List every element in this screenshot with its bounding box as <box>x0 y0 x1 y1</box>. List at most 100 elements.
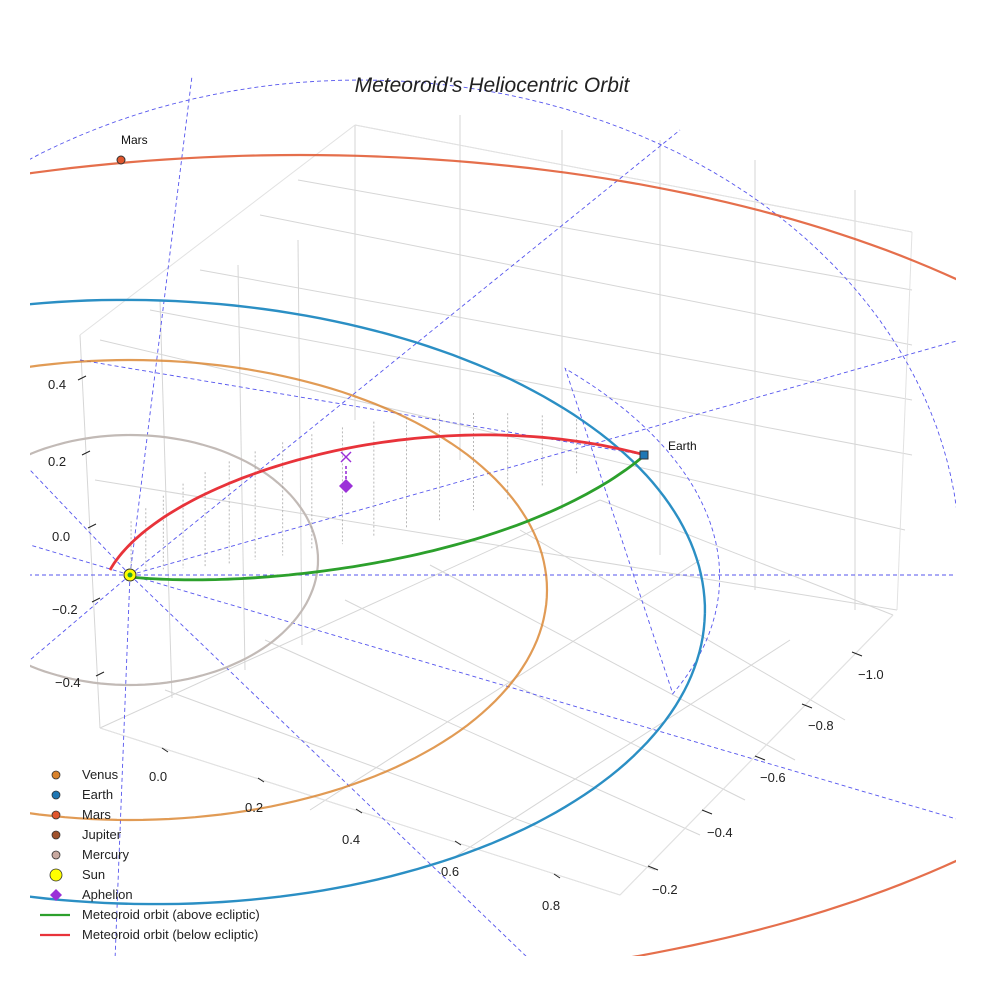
x-tick-label: 0.6 <box>441 864 459 879</box>
grid-line <box>297 239 303 646</box>
meteoroid-orbit-below <box>108 433 646 571</box>
legend-marker-diamond <box>50 889 62 901</box>
x-tick-label: 0.0 <box>149 769 167 784</box>
legend-label: Meteoroid orbit (above ecliptic) <box>82 907 260 922</box>
projection-guide <box>30 574 131 661</box>
box-edge <box>896 231 913 611</box>
legend: Venus Earth Mars Jupiter Mercury Sun Aphelion M… <box>40 765 260 945</box>
z-tick <box>81 450 91 456</box>
mercury-orbit <box>30 433 320 687</box>
box-edge <box>619 614 894 896</box>
venus-orbit <box>30 358 549 822</box>
x-tick <box>257 777 265 783</box>
grid-line <box>164 689 656 871</box>
projection-guide <box>129 574 527 956</box>
z-tick <box>95 671 105 677</box>
legend-item: Venus <box>40 765 260 785</box>
axis-ticks: 0.4 0.2 0.0 −0.2 −0.4 0.0 0.2 0.4 0.6 0.8 −1.0 −0.8… <box>48 375 884 913</box>
y-tick-label: −0.4 <box>707 825 733 840</box>
legend-item: Earth <box>40 785 260 805</box>
y-tick-label: −0.8 <box>808 718 834 733</box>
z-tick-label: −0.2 <box>52 602 78 617</box>
chart-title: Meteoroid's Heliocentric Orbit <box>354 74 630 97</box>
legend-swatch <box>51 810 61 820</box>
grid-line <box>237 264 246 671</box>
legend-label: Sun <box>82 867 106 882</box>
grid-line <box>344 599 746 801</box>
legend-label: Mars <box>82 807 111 822</box>
projection-guide <box>30 469 131 576</box>
legend-marker-circle <box>51 770 61 780</box>
z-tick-label: 0.0 <box>52 529 70 544</box>
x-tick-label: 0.8 <box>542 898 560 913</box>
legend-item: Mars <box>40 805 260 825</box>
z-tick <box>91 597 101 603</box>
grid-line <box>149 309 913 456</box>
earth-orbit <box>30 298 707 906</box>
legend-item: Meteoroid orbit (above ecliptic) <box>40 905 260 925</box>
y-tick <box>754 755 766 761</box>
earth-label: Earth <box>668 439 697 453</box>
mars-marker <box>116 155 126 165</box>
projection-guide <box>30 544 131 576</box>
ecliptic-guide <box>30 79 956 509</box>
legend-label: Meteoroid orbit (below ecliptic) <box>82 927 259 942</box>
y-tick <box>701 809 713 815</box>
legend-label: Mercury <box>82 847 129 862</box>
legend-swatch <box>51 790 61 800</box>
legend-label: Aphelion <box>82 887 133 902</box>
box-edge <box>354 124 913 233</box>
legend-marker-circle <box>51 810 61 820</box>
grid-line <box>297 179 913 291</box>
mars-label: Mars <box>121 133 148 147</box>
projection-guide <box>129 340 956 576</box>
y-tick <box>647 865 659 871</box>
legend-marker-circle <box>51 830 61 840</box>
legend-item: Sun <box>40 865 260 885</box>
x-tick <box>161 747 169 753</box>
grid-line <box>199 269 913 401</box>
grid-line <box>259 214 913 346</box>
legend-swatch <box>51 770 61 780</box>
legend-marker-circle <box>51 790 61 800</box>
projection-guide <box>129 129 681 576</box>
legend-item: Meteoroid orbit (below ecliptic) <box>40 925 260 945</box>
z-tick-label: 0.2 <box>48 454 66 469</box>
earth-orbit-guide <box>564 367 721 695</box>
sun-center-dot <box>127 572 133 578</box>
grid-line <box>159 299 173 699</box>
legend-swatch <box>51 830 61 840</box>
legend-swatch <box>51 850 61 860</box>
x-tick-label: 0.4 <box>342 832 360 847</box>
grid-line <box>264 639 701 836</box>
meteoroid-orbit <box>108 413 646 582</box>
x-tick <box>454 840 462 846</box>
z-tick <box>87 523 97 529</box>
y-tick <box>801 703 813 709</box>
planet-orbits <box>30 153 956 956</box>
z-tick-label: 0.4 <box>48 377 66 392</box>
legend-label: Earth <box>82 787 114 802</box>
grid-line <box>79 334 101 729</box>
y-tick <box>851 651 863 657</box>
grid-line <box>99 499 601 729</box>
meteoroid-orbit-above <box>129 453 646 582</box>
z-tick <box>77 375 87 381</box>
legend-marker-line <box>40 933 70 937</box>
aphelion-projection-marker <box>340 451 352 463</box>
legend-marker-circle <box>51 850 61 860</box>
y-tick-label: −0.6 <box>760 770 786 785</box>
projection-guide <box>129 574 956 820</box>
x-tick <box>355 808 363 814</box>
grid-line <box>309 559 701 811</box>
legend-item: Jupiter <box>40 825 260 845</box>
earth-marker <box>639 450 649 460</box>
grid-line <box>519 529 846 721</box>
grid-line <box>599 499 894 616</box>
z-tick-label: −0.4 <box>55 675 81 690</box>
x-tick <box>553 873 561 879</box>
legend-marker-line <box>40 913 70 917</box>
y-tick-label: −0.2 <box>652 882 678 897</box>
legend-swatch <box>49 868 63 882</box>
